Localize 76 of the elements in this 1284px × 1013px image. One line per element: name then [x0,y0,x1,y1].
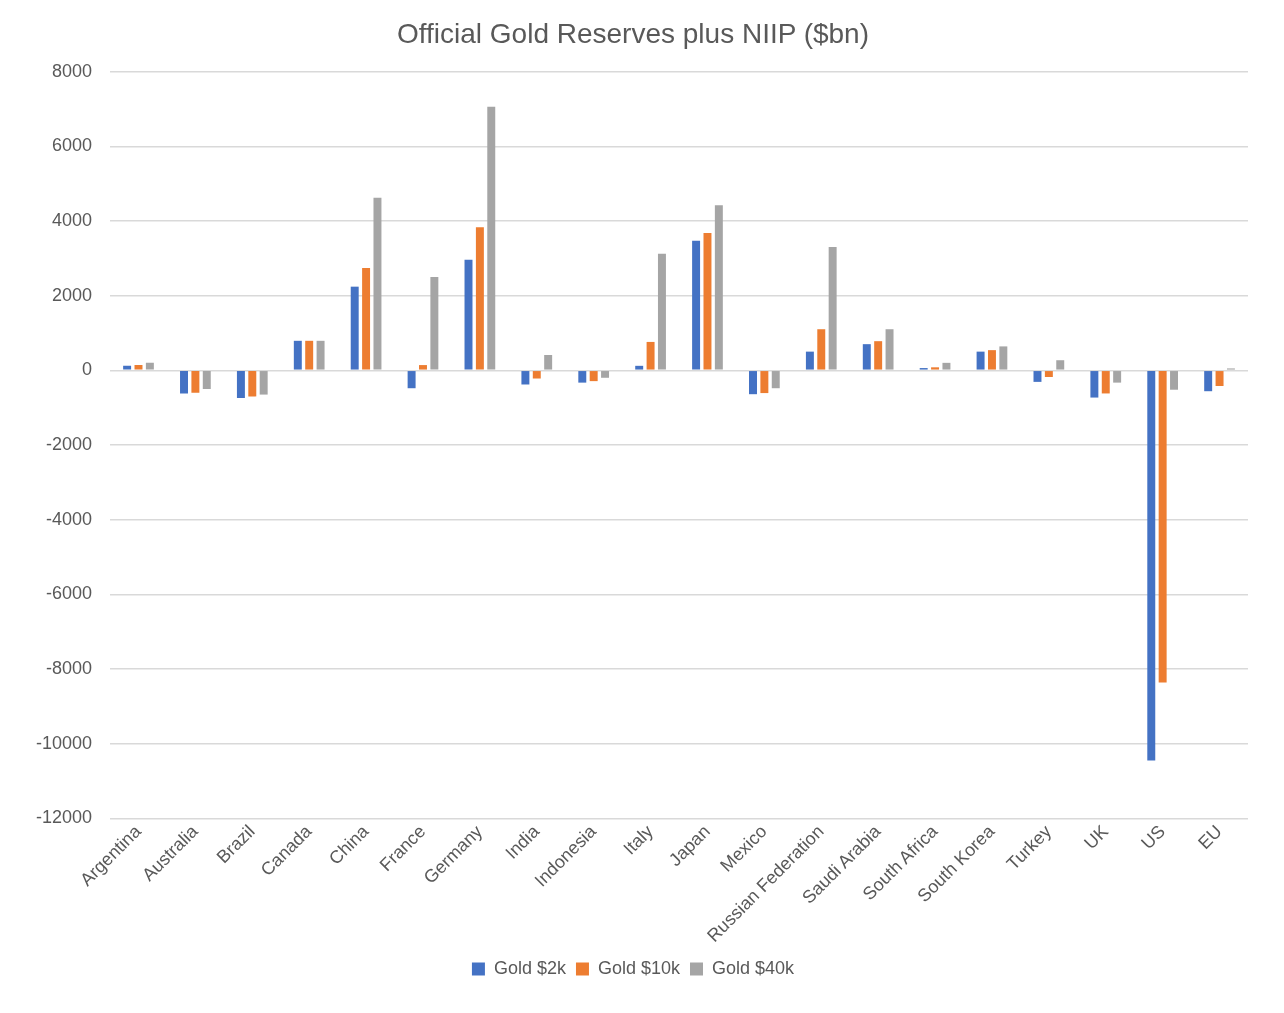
bar [316,340,325,370]
bar [885,329,894,370]
bar [657,253,666,370]
bar [134,365,143,370]
bar [874,341,883,370]
bar [999,346,1008,370]
bar [1056,360,1065,370]
bar [976,351,985,370]
bar [1170,371,1179,390]
bar [145,362,154,370]
bar [430,276,439,370]
y-tick-label: 8000 [52,60,93,81]
y-tick-label: -12000 [35,807,93,828]
bar [1113,371,1122,383]
bar [532,371,541,379]
bar [942,362,951,370]
bar [1033,371,1042,382]
bar [202,371,211,389]
y-tick-label: -2000 [46,433,93,454]
bar [362,268,371,370]
bar [589,371,598,382]
y-tick-label: 2000 [52,284,93,305]
bar [191,371,200,393]
bar [123,365,132,370]
bar [407,371,416,389]
bar [862,344,871,370]
y-tick-label: -10000 [35,732,93,753]
bar [487,106,496,370]
y-tick-label: -8000 [46,657,93,678]
bar [544,355,553,370]
x-tick-label: EU [1194,821,1226,854]
bar [760,371,769,394]
bar [293,340,302,370]
bar [692,240,701,370]
bar [1158,371,1167,683]
bar [521,371,530,385]
bar [373,197,382,370]
y-tick-label: -4000 [46,508,93,529]
bar [180,371,188,394]
bar [419,365,427,370]
bar [646,341,655,370]
chart-title: Official Gold Reserves plus NIIP ($bn) [396,17,870,49]
bar [475,227,484,370]
bar [1090,371,1099,398]
bar [236,371,245,398]
bar [1044,371,1053,378]
bar [305,340,314,370]
bar [578,371,587,383]
x-tick-label: US [1137,821,1169,854]
bar [805,351,814,370]
bar [350,286,359,370]
legend-label: Gold $40k [712,957,796,978]
bar [817,329,826,370]
bar [828,247,837,370]
bar [931,367,940,370]
bar [771,371,780,389]
y-tick-label: 4000 [52,209,93,230]
bar [1215,371,1224,386]
legend-label: Gold $10k [597,957,682,978]
bar [987,350,996,370]
bar [749,371,757,395]
x-tick-label: UK [1080,821,1113,854]
bar [248,371,257,397]
bar [601,371,610,378]
bar [714,205,723,370]
y-tick-label: -6000 [46,583,93,604]
bar [703,232,712,370]
bar [259,371,268,395]
legend-label: Gold $2k [493,957,567,978]
y-tick-label: 6000 [52,135,93,156]
bar [1147,371,1156,761]
bar [635,365,644,370]
bar [1204,371,1213,392]
y-tick-label: 0 [82,359,93,380]
x-tick-label: Italy [619,821,657,859]
bar [1101,371,1110,394]
